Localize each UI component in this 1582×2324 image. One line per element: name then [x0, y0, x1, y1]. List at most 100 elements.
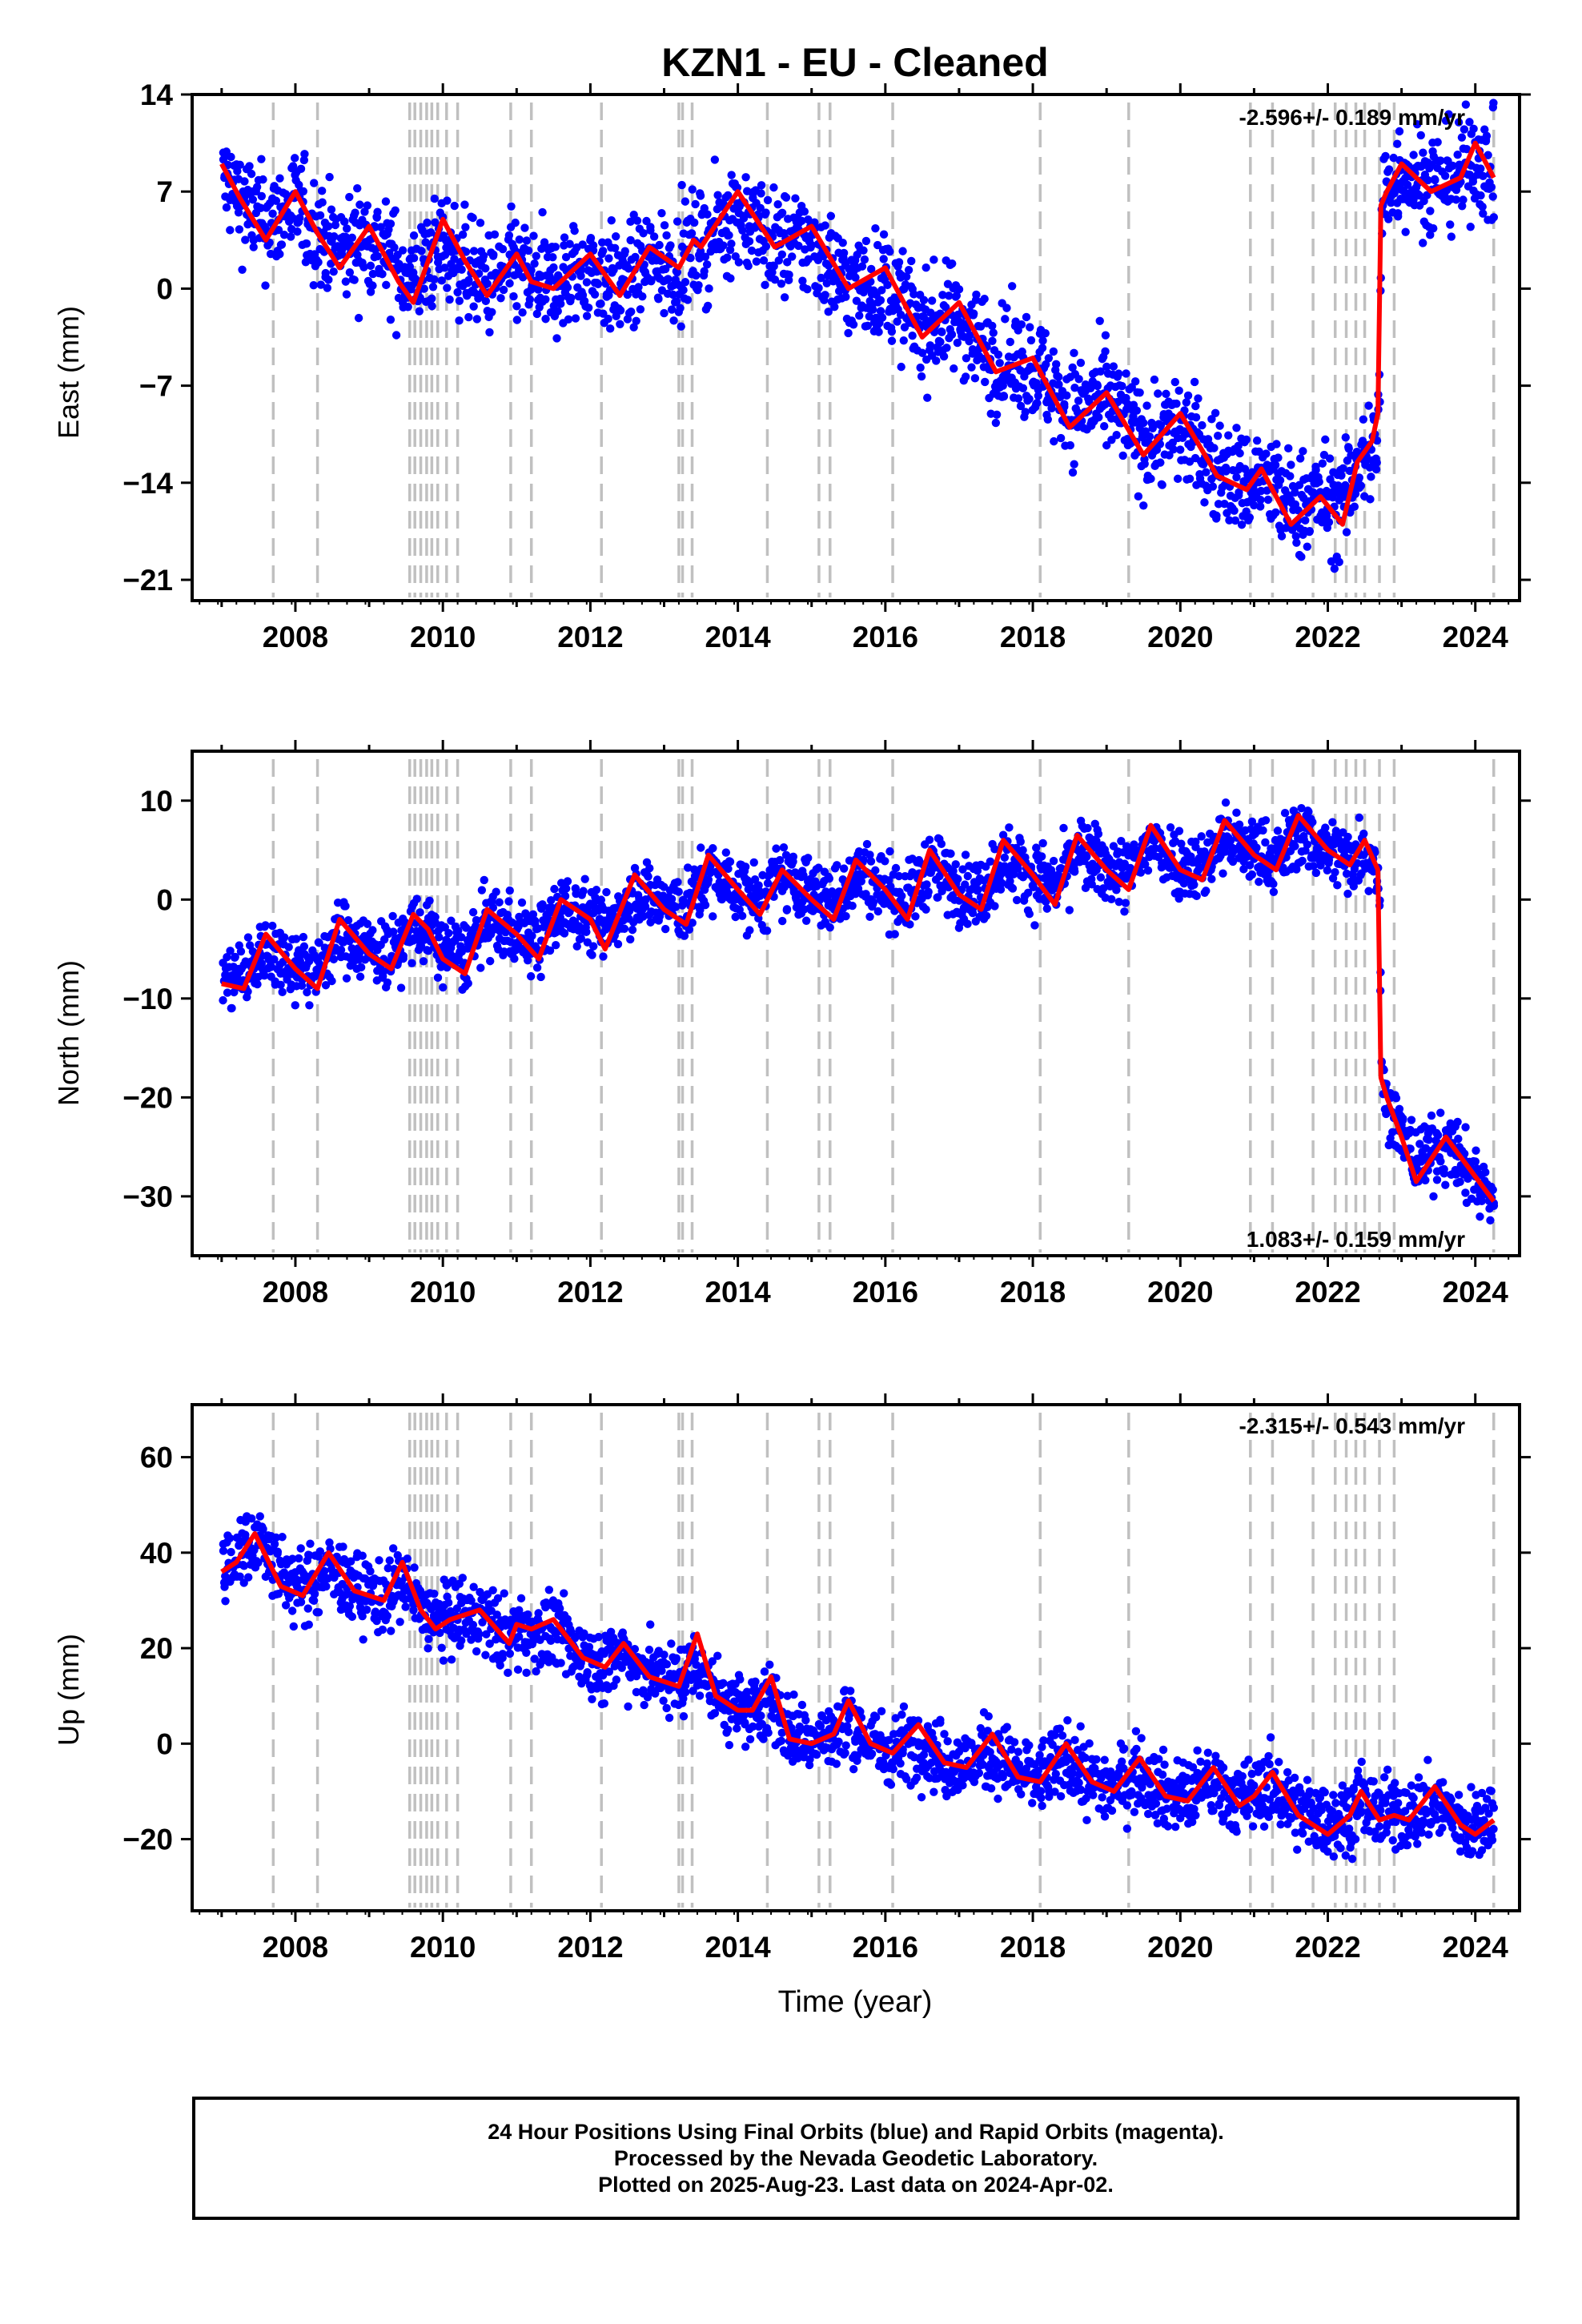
data-point: [1017, 320, 1026, 329]
data-point: [1287, 460, 1295, 469]
data-point: [1076, 358, 1086, 368]
data-point: [1323, 866, 1332, 875]
xtick-label: 2018: [1000, 621, 1066, 653]
data-point: [788, 252, 797, 261]
data-point: [342, 290, 351, 299]
data-point: [1070, 460, 1078, 468]
data-point: [261, 281, 270, 290]
data-point: [1433, 138, 1442, 147]
data-point: [626, 217, 635, 227]
data-point: [404, 303, 412, 312]
data-point: [347, 233, 356, 243]
data-point: [1026, 323, 1034, 332]
data-point: [737, 911, 747, 920]
data-point: [794, 241, 803, 251]
data-point: [1321, 823, 1330, 832]
data-point: [1142, 401, 1151, 410]
data-point: [763, 195, 773, 205]
data-point: [481, 263, 490, 273]
data-point: [586, 234, 596, 243]
data-point: [396, 1618, 404, 1626]
data-point: [1457, 133, 1467, 142]
data-point: [373, 207, 382, 216]
data-point: [243, 933, 253, 942]
data-point: [724, 191, 733, 200]
data-point: [761, 280, 769, 290]
data-point: [305, 1001, 314, 1010]
data-point: [757, 189, 765, 198]
data-point: [1132, 406, 1142, 415]
data-point: [245, 162, 254, 171]
data-point: [289, 1622, 298, 1631]
data-point: [522, 236, 532, 245]
data-point: [306, 1539, 315, 1548]
data-point: [1301, 516, 1310, 525]
data-point: [777, 250, 787, 259]
data-point: [721, 848, 731, 857]
data-point: [582, 278, 592, 287]
data-point: [1211, 408, 1220, 417]
data-point: [907, 256, 916, 266]
data-point: [433, 973, 443, 983]
data-point: [253, 979, 262, 989]
data-point: [226, 226, 235, 235]
data-point: [549, 263, 558, 272]
data-point: [741, 173, 750, 182]
data-point: [1074, 375, 1083, 384]
data-point: [248, 195, 258, 204]
data-point: [455, 296, 464, 305]
data-point: [838, 239, 847, 247]
data-point: [271, 196, 281, 205]
data-point: [1096, 873, 1106, 882]
data-point: [839, 248, 849, 258]
data-point: [499, 285, 508, 295]
data-point: [286, 232, 295, 241]
data-point: [865, 312, 874, 321]
data-point: [383, 1611, 391, 1621]
data-point: [355, 972, 365, 981]
data-point: [584, 304, 593, 312]
data-point: [605, 324, 615, 333]
data-point: [578, 240, 587, 249]
data-point: [674, 887, 683, 896]
data-point: [869, 305, 877, 314]
data-point: [604, 254, 613, 263]
data-point: [1156, 458, 1165, 467]
ytick-label: 0: [156, 883, 173, 916]
data-point: [376, 223, 385, 231]
data-point: [1001, 315, 1010, 324]
figure-title: KZN1 - EU - Cleaned: [661, 40, 1048, 85]
data-point: [932, 356, 941, 365]
data-point: [804, 854, 813, 862]
data-point: [1082, 852, 1091, 861]
data-point: [690, 218, 699, 227]
data-point: [1247, 870, 1257, 879]
data-point: [841, 911, 850, 921]
data-point: [876, 296, 885, 305]
data-point: [373, 251, 382, 261]
data-point: [1469, 124, 1478, 134]
data-point: [589, 942, 598, 951]
data-point: [1056, 433, 1066, 443]
data-point: [525, 295, 535, 304]
data-point: [588, 951, 596, 959]
data-point: [681, 278, 690, 287]
data-point: [695, 910, 704, 919]
data-point: [613, 939, 623, 949]
data-point: [627, 308, 636, 316]
data-point: [505, 279, 514, 288]
data-point: [800, 207, 809, 216]
data-point: [673, 217, 682, 226]
data-point: [725, 857, 735, 866]
data-point: [362, 1605, 371, 1614]
data-point: [412, 895, 421, 903]
data-point: [485, 328, 494, 337]
data-point: [375, 1556, 383, 1565]
data-point: [797, 216, 806, 225]
ytick-label: −30: [122, 1180, 173, 1213]
data-point: [865, 912, 874, 921]
data-point: [632, 316, 640, 325]
data-point: [919, 296, 929, 304]
data-point: [855, 311, 864, 320]
data-point: [638, 292, 647, 301]
